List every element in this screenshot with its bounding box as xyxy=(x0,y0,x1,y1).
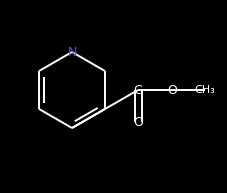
Text: N: N xyxy=(67,46,77,58)
Text: O: O xyxy=(167,84,177,96)
Text: O: O xyxy=(133,115,143,129)
Text: CH₃: CH₃ xyxy=(195,85,215,95)
Text: C: C xyxy=(134,84,142,96)
